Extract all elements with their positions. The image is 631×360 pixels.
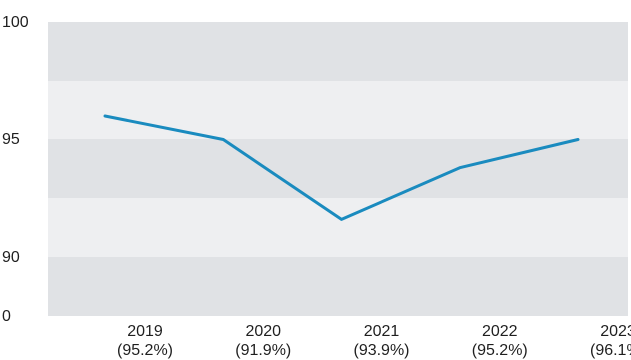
x-tick-label: 2020 xyxy=(245,323,281,340)
x-tick-sublabel: (91.9%) xyxy=(235,342,291,359)
x-tick-label: 2019 xyxy=(127,323,163,340)
x-tick-label: 2023 xyxy=(600,323,631,340)
x-tick-sublabel: (93.9%) xyxy=(353,342,409,359)
background-band xyxy=(48,257,628,316)
background-bands xyxy=(48,22,628,316)
background-band xyxy=(48,22,628,81)
background-band xyxy=(48,139,628,198)
y-tick-label: 0 xyxy=(2,308,11,325)
y-axis-ticks: 100 95 90 0 xyxy=(2,14,29,325)
x-tick-label: 2022 xyxy=(482,323,518,340)
axis-break-mask xyxy=(38,274,48,298)
x-tick-sublabel: (96.1%) xyxy=(590,342,631,359)
x-axis-ticks: 2019 (95.2%) 2020 (91.9%) 2021 (93.9%) 2022 (95… xyxy=(117,323,631,359)
y-tick-label: 100 xyxy=(2,14,29,31)
x-tick-sublabel: (95.2%) xyxy=(117,342,173,359)
x-tick-sublabel: (95.2%) xyxy=(472,342,528,359)
y-tick-label: 95 xyxy=(2,131,20,148)
series-layer xyxy=(103,114,580,221)
background-band xyxy=(48,81,628,139)
x-tick-label: 2021 xyxy=(364,323,400,340)
background-band xyxy=(48,198,628,257)
y-tick-label: 90 xyxy=(2,249,20,266)
axis-break xyxy=(38,272,48,302)
